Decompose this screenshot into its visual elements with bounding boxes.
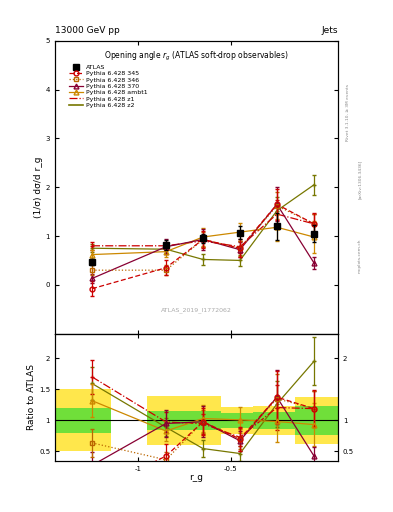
Bar — [55, 390, 110, 452]
Bar — [222, 413, 253, 428]
Bar — [296, 406, 338, 435]
Y-axis label: (1/σ) dσ/d r_g: (1/σ) dσ/d r_g — [34, 157, 43, 218]
Y-axis label: Ratio to ATLAS: Ratio to ATLAS — [27, 364, 36, 430]
Text: [arXiv:1306.3436]: [arXiv:1306.3436] — [358, 160, 362, 199]
Bar — [222, 407, 253, 434]
Text: Rivet 3.1.10, ≥ 3M events: Rivet 3.1.10, ≥ 3M events — [346, 84, 350, 141]
Legend: ATLAS, Pythia 6.428 345, Pythia 6.428 346, Pythia 6.428 370, Pythia 6.428 ambt1,: ATLAS, Pythia 6.428 345, Pythia 6.428 34… — [70, 65, 147, 108]
Bar — [296, 397, 338, 444]
Text: mcplots.cern.ch: mcplots.cern.ch — [358, 239, 362, 273]
Bar — [253, 406, 296, 435]
Text: Jets: Jets — [321, 26, 338, 35]
Bar — [147, 411, 222, 430]
Text: ATLAS_2019_I1772062: ATLAS_2019_I1772062 — [161, 307, 232, 313]
X-axis label: r_g: r_g — [189, 473, 204, 482]
Bar — [253, 412, 296, 429]
Bar — [55, 408, 110, 433]
Bar — [147, 396, 222, 445]
Text: 13000 GeV pp: 13000 GeV pp — [55, 26, 120, 35]
Text: Opening angle $r_g$ (ATLAS soft-drop observables): Opening angle $r_g$ (ATLAS soft-drop obs… — [104, 50, 289, 63]
